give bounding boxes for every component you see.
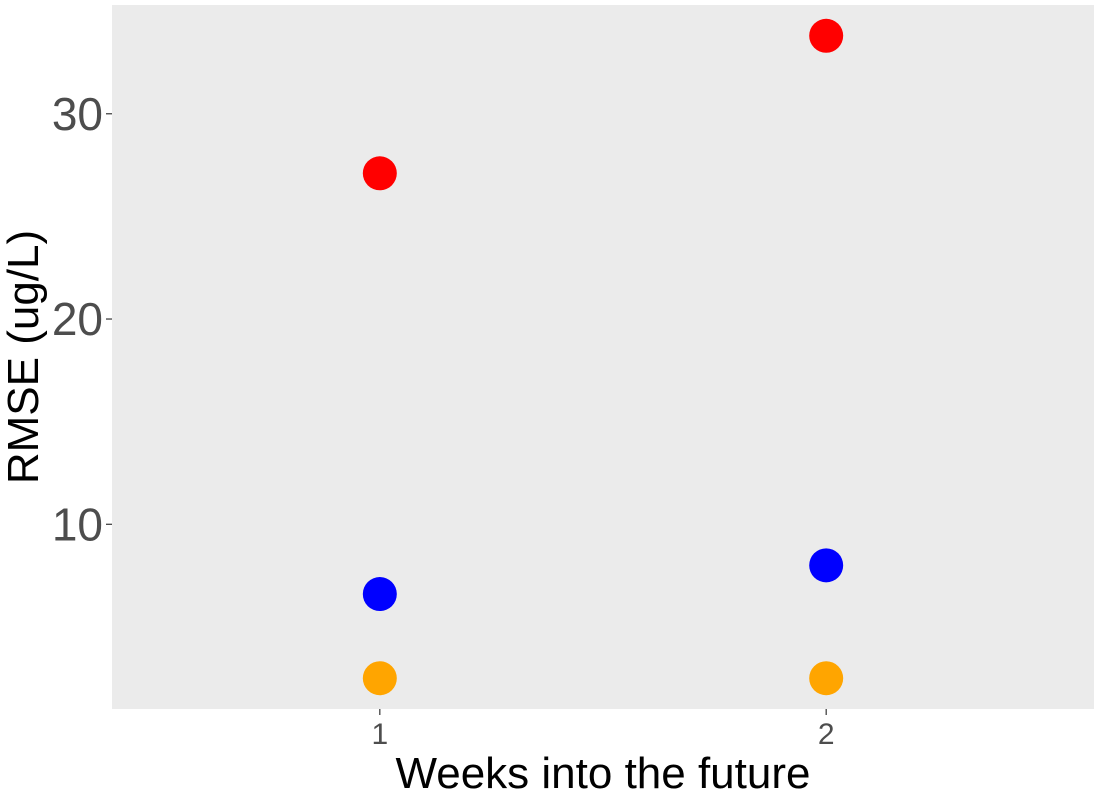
y-tick-label: 30 xyxy=(52,88,103,140)
x-tick-label: 2 xyxy=(818,718,835,751)
data-point xyxy=(362,577,397,612)
data-point xyxy=(362,661,397,696)
data-point xyxy=(809,18,844,53)
data-point xyxy=(362,156,397,191)
y-tick-label: 10 xyxy=(52,498,103,550)
data-point xyxy=(809,661,844,696)
data-points xyxy=(362,18,844,696)
data-point xyxy=(809,548,844,583)
x-axis-title: Weeks into the future xyxy=(396,749,811,798)
x-tick-label: 1 xyxy=(371,718,388,751)
y-tick-label: 20 xyxy=(52,293,103,345)
plot-panel xyxy=(112,5,1094,709)
y-axis-title: RMSE (ug/L) xyxy=(0,230,48,484)
y-axis: 10 20 30 xyxy=(52,88,112,550)
